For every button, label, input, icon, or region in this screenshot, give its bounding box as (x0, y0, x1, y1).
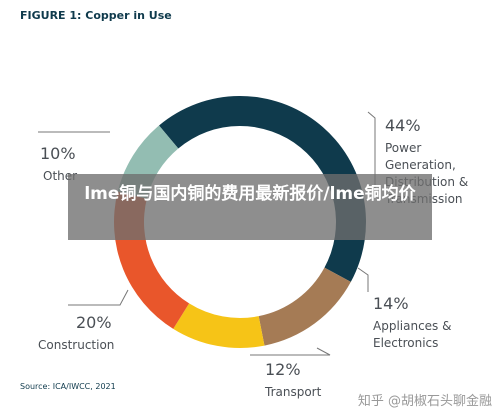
category-label: Appliances & Electronics (373, 319, 452, 350)
chart-title: FIGURE 1: Copper in Use (20, 9, 172, 22)
category-label: Construction (38, 338, 115, 352)
donut-segment (173, 303, 265, 348)
value-label: 10% (40, 144, 76, 163)
donut-segment (159, 95, 366, 282)
leader-line (367, 111, 376, 190)
value-label: 12% (265, 360, 301, 379)
value-label: 14% (373, 294, 409, 313)
leader-line (250, 347, 331, 356)
leader-line (357, 267, 369, 292)
value-label: 44% (385, 116, 421, 135)
source: Source: ICA/IWCC, 2021 (20, 382, 116, 391)
watermark: 知乎 @胡椒石头聊金融 (357, 394, 492, 409)
leader-lines (38, 111, 376, 356)
category-label: Transport (265, 385, 322, 399)
value-label: 20% (76, 313, 112, 332)
overlay-banner: lme铜与国内铜的费用最新报价/lme铜均价 (68, 174, 432, 240)
donut-segment (258, 267, 351, 346)
overlay-text: lme铜与国内铜的费用最新报价/lme铜均价 (84, 184, 416, 204)
leader-line (68, 289, 129, 306)
